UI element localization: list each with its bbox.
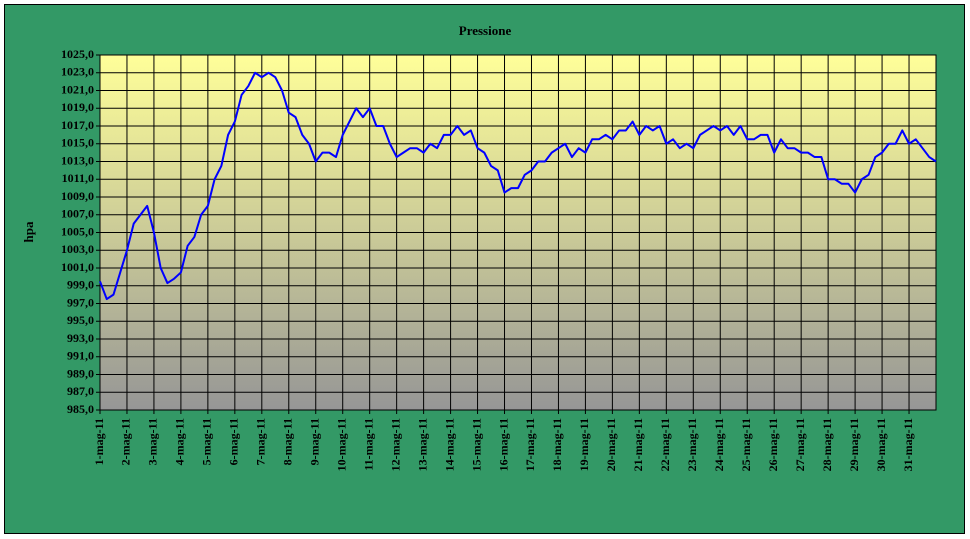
y-tick-label: 1015,0 xyxy=(61,136,94,150)
x-tick-label: 27-mag-11 xyxy=(793,418,807,471)
x-tick-label: 12-mag-11 xyxy=(388,418,402,471)
x-tick-label: 19-mag-11 xyxy=(577,418,591,471)
x-tick-label: 17-mag-11 xyxy=(523,418,537,471)
y-tick-label: 1011,0 xyxy=(62,171,94,185)
y-tick-label: 985,0 xyxy=(67,402,94,416)
y-tick-label: 1017,0 xyxy=(61,118,94,132)
x-tick-label: 13-mag-11 xyxy=(415,418,429,471)
x-tick-label: 25-mag-11 xyxy=(739,418,753,471)
y-tick-label: 1009,0 xyxy=(61,189,94,203)
x-tick-label: 1-mag-11 xyxy=(92,418,106,465)
y-tick-label: 997,0 xyxy=(67,295,94,309)
y-tick-label: 995,0 xyxy=(67,313,94,327)
x-tick-label: 30-mag-11 xyxy=(874,418,888,471)
chart-title: Pressione xyxy=(459,23,512,38)
x-tick-label: 23-mag-11 xyxy=(685,418,699,471)
y-tick-label: 1005,0 xyxy=(61,224,94,238)
x-tick-label: 8-mag-11 xyxy=(281,418,295,465)
y-tick-label: 987,0 xyxy=(67,384,94,398)
x-tick-label: 5-mag-11 xyxy=(200,418,214,465)
x-tick-label: 16-mag-11 xyxy=(496,418,510,471)
x-tick-label: 28-mag-11 xyxy=(820,418,834,471)
y-tick-label: 991,0 xyxy=(67,349,94,363)
y-tick-label: 1001,0 xyxy=(61,260,94,274)
y-tick-label: 1021,0 xyxy=(61,82,94,96)
x-tick-label: 10-mag-11 xyxy=(334,418,348,471)
x-tick-label: 20-mag-11 xyxy=(604,418,618,471)
x-tick-label: 3-mag-11 xyxy=(146,418,160,465)
y-tick-label: 993,0 xyxy=(67,331,94,345)
y-tick-label: 1025,0 xyxy=(61,47,94,61)
y-axis-label: hpa xyxy=(21,221,36,242)
y-tick-label: 1023,0 xyxy=(61,65,94,79)
x-tick-label: 2-mag-11 xyxy=(119,418,133,465)
y-tick-label: 999,0 xyxy=(67,278,94,292)
x-tick-label: 26-mag-11 xyxy=(766,418,780,471)
pressure-line xyxy=(99,71,937,301)
y-tick-label: 1003,0 xyxy=(61,242,94,256)
x-tick-label: 18-mag-11 xyxy=(550,418,564,471)
x-tick-label: 29-mag-11 xyxy=(847,418,861,471)
x-tick-label: 24-mag-11 xyxy=(712,418,726,471)
x-tick-label: 6-mag-11 xyxy=(227,418,241,465)
x-tick-label: 21-mag-11 xyxy=(631,418,645,471)
y-tick-label: 1013,0 xyxy=(61,153,94,167)
y-tick-label: 1019,0 xyxy=(61,100,94,114)
x-tick-label: 4-mag-11 xyxy=(173,418,187,465)
x-tick-label: 15-mag-11 xyxy=(469,418,483,471)
x-tick-label: 31-mag-11 xyxy=(901,418,915,471)
x-tick-label: 7-mag-11 xyxy=(254,418,268,465)
x-tick-label: 11-mag-11 xyxy=(361,418,375,471)
x-tick-label: 14-mag-11 xyxy=(442,418,456,471)
plot-border xyxy=(99,54,937,411)
y-tick-label: 989,0 xyxy=(67,366,94,380)
x-tick-label: 9-mag-11 xyxy=(307,418,321,465)
y-tick-label: 1007,0 xyxy=(61,207,94,221)
x-tick-label: 22-mag-11 xyxy=(658,418,672,471)
